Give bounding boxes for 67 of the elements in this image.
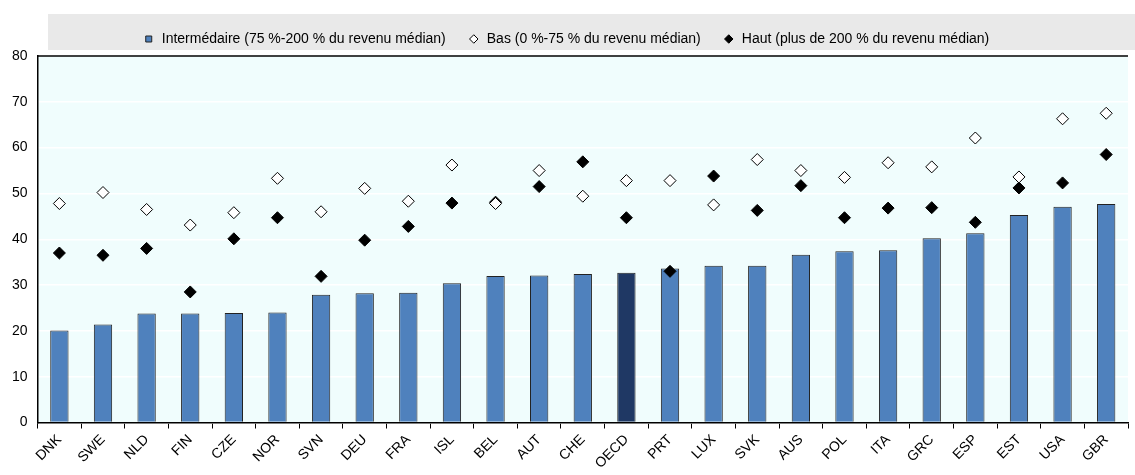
point bbox=[227, 206, 241, 220]
point bbox=[707, 198, 721, 212]
point bbox=[1099, 148, 1113, 161]
point bbox=[52, 246, 66, 260]
x-tick-label: ITA bbox=[866, 430, 894, 457]
point bbox=[401, 219, 415, 233]
point bbox=[227, 232, 241, 246]
point bbox=[270, 211, 284, 225]
x-tick-label: ISL bbox=[430, 430, 457, 458]
point bbox=[270, 171, 284, 185]
x-tick-label: FRA bbox=[382, 430, 414, 463]
x-tick-label: FIN bbox=[167, 431, 196, 459]
point bbox=[96, 186, 110, 200]
point bbox=[576, 155, 590, 169]
point bbox=[140, 241, 154, 255]
point bbox=[532, 164, 546, 178]
point bbox=[837, 170, 851, 184]
legend-label: Bas (0 %-75 % du revenu médian) bbox=[486, 29, 701, 46]
y-tick-label: 80 bbox=[11, 46, 28, 63]
point bbox=[1099, 106, 1113, 120]
legend-label: Intermédaire (75 %-200 % du revenu médian) bbox=[161, 29, 446, 46]
y-tick-label: 40 bbox=[11, 230, 28, 247]
point bbox=[968, 131, 982, 145]
point bbox=[925, 160, 939, 174]
y-tick-label: 50 bbox=[11, 184, 28, 201]
point bbox=[750, 203, 764, 217]
point bbox=[837, 211, 851, 225]
y-tick-label: 70 bbox=[11, 92, 28, 109]
y-tick-label: 20 bbox=[11, 321, 28, 338]
x-tick-label: BEL bbox=[470, 430, 501, 462]
point bbox=[314, 269, 328, 283]
point bbox=[1012, 170, 1026, 184]
point bbox=[140, 202, 154, 216]
point bbox=[445, 158, 459, 172]
point bbox=[794, 164, 808, 178]
point bbox=[445, 196, 459, 210]
point bbox=[1056, 176, 1070, 190]
point bbox=[707, 169, 721, 183]
point bbox=[968, 215, 982, 229]
point bbox=[794, 179, 808, 193]
point bbox=[619, 211, 633, 225]
point bbox=[663, 174, 677, 188]
legend-label: Haut (plus de 200 % du revenu médian) bbox=[741, 29, 990, 46]
point bbox=[1056, 112, 1070, 126]
point bbox=[532, 180, 546, 194]
point bbox=[925, 201, 939, 215]
point bbox=[881, 156, 895, 170]
point bbox=[1012, 181, 1026, 195]
y-tick-label: 0 bbox=[19, 413, 28, 430]
point bbox=[401, 194, 415, 208]
point bbox=[314, 205, 328, 219]
x-tick-label: USA bbox=[1035, 430, 1068, 463]
point bbox=[96, 248, 110, 262]
point bbox=[52, 197, 66, 211]
point bbox=[183, 285, 197, 299]
y-tick-label: 60 bbox=[11, 138, 28, 155]
point bbox=[358, 233, 372, 247]
point bbox=[183, 218, 197, 232]
point bbox=[750, 153, 764, 167]
x-tick-label: POL bbox=[818, 430, 850, 463]
point bbox=[358, 181, 372, 195]
point bbox=[881, 201, 895, 215]
point bbox=[663, 264, 677, 278]
point bbox=[576, 189, 590, 203]
y-tick-label: 10 bbox=[11, 367, 28, 384]
point bbox=[619, 174, 633, 188]
y-tick-label: 30 bbox=[11, 275, 28, 292]
